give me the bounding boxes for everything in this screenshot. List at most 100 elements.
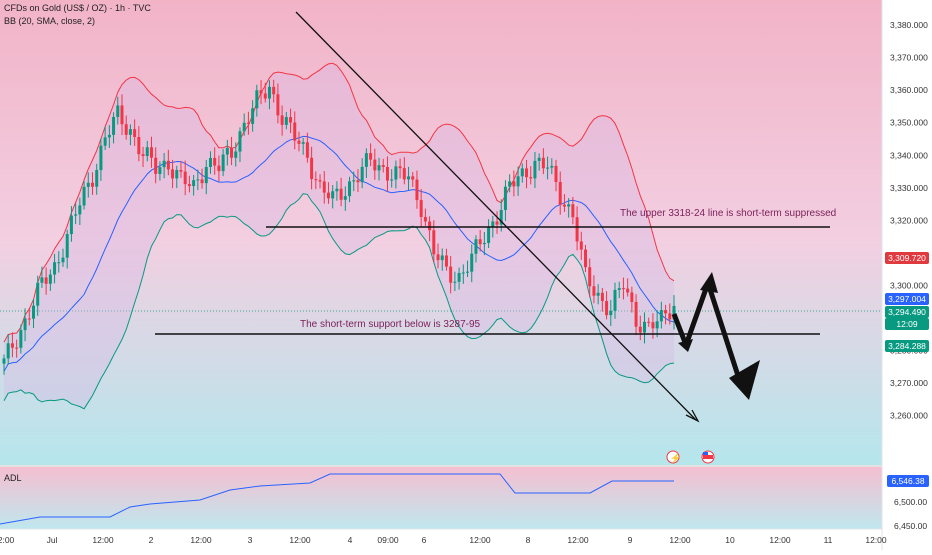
candle: [419, 189, 423, 228]
candle: [466, 260, 470, 278]
flash-glyph: ⚡: [670, 452, 681, 464]
candle: [27, 307, 31, 326]
candle: [348, 176, 352, 203]
candle: [407, 166, 411, 191]
event-icons: ⚡: [666, 450, 715, 464]
candle: [238, 127, 242, 163]
time-axis-label: 9: [628, 535, 633, 545]
candle: [541, 148, 545, 175]
price-tick-label: 3,360.000: [890, 85, 928, 95]
candle: [605, 291, 609, 320]
candle: [305, 132, 309, 163]
candle: [166, 149, 170, 176]
forecast-arrowhead-down: [729, 360, 760, 400]
candle: [107, 125, 111, 148]
candle: [343, 186, 347, 211]
candle: [394, 160, 398, 189]
candle: [428, 216, 432, 242]
candle: [339, 177, 343, 207]
time-axis-label: 4: [348, 535, 353, 545]
candle: [487, 219, 491, 249]
price-tag: 3,284.288: [888, 341, 926, 351]
candle: [668, 303, 672, 325]
time-axis-label: 12:00: [669, 535, 691, 545]
adl-pane-background: [0, 467, 882, 529]
candle: [643, 312, 647, 344]
candle: [495, 211, 499, 234]
candle: [267, 80, 271, 110]
adl-value-tag-bg: [887, 475, 929, 487]
candle: [171, 159, 175, 189]
candle: [124, 115, 128, 140]
candle: [137, 126, 141, 162]
candle: [242, 113, 246, 136]
candle: [630, 286, 634, 313]
price-axis-background: [882, 0, 932, 550]
candle: [546, 156, 550, 180]
candle: [53, 253, 57, 284]
candle: [120, 94, 124, 136]
candle: [457, 267, 461, 290]
time-axis-label: 12:00: [469, 535, 491, 545]
candle: [196, 169, 200, 191]
candle: [664, 304, 668, 325]
bb-lower-line: [3, 193, 675, 410]
candle: [65, 229, 69, 269]
candle: [617, 281, 621, 299]
candle: [15, 339, 19, 358]
candle: [310, 146, 314, 190]
candle: [373, 148, 377, 180]
bollinger-band-fill: [4, 63, 674, 409]
candle: [322, 171, 326, 204]
candle: [579, 231, 583, 260]
downtrend-line[interactable]: [295, 11, 697, 421]
candle: [263, 82, 267, 103]
candle: [246, 111, 250, 135]
candle: [2, 354, 6, 375]
candle: [453, 271, 457, 292]
candle: [289, 108, 293, 134]
price-tick-label: 3,340.000: [890, 150, 928, 160]
time-axis-label: 12:00: [92, 535, 114, 545]
time-axis-labels: 2:00 Jul 12:00 2 12:00 3 12:00 4 09:00 6 12:00 8 12:…: [0, 535, 887, 545]
price-tick-label: 3,270.000: [890, 378, 928, 388]
candle: [508, 174, 512, 193]
candle: [482, 231, 486, 256]
candle: [128, 124, 132, 146]
candle: [141, 146, 145, 168]
candle: [461, 264, 465, 284]
us-flag-stripes: [703, 455, 713, 459]
candle: [99, 138, 103, 181]
candle: [48, 269, 52, 291]
candle: [470, 244, 474, 283]
indicator-legend[interactable]: BB (20, SMA, close, 2): [4, 16, 96, 26]
downtrend-arrowhead: [685, 409, 700, 423]
candle: [647, 317, 651, 327]
candle: [634, 294, 638, 336]
flash-event-icon[interactable]: [666, 450, 680, 464]
time-axis-label: 12:00: [190, 535, 212, 545]
candle: [192, 174, 196, 196]
time-axis-label: 6: [422, 535, 427, 545]
candle: [584, 244, 588, 273]
bb-basis-line: [3, 135, 675, 372]
candle: [364, 148, 368, 178]
candle: [592, 275, 596, 304]
candle: [398, 158, 402, 179]
candle: [225, 139, 229, 166]
candle: [179, 161, 183, 178]
candle: [158, 161, 162, 181]
candle: [78, 197, 82, 225]
candle: [326, 182, 330, 204]
price-tick-label: 3,320.000: [890, 215, 928, 225]
symbol-title[interactable]: CFDs on Gold (US$ / OZ) · 1h · TVC: [4, 3, 151, 13]
candle: [19, 324, 23, 354]
candle: [284, 111, 288, 130]
price-tick-label: 3,350.000: [890, 118, 928, 128]
candle: [293, 111, 297, 150]
time-axis-label: 09:00: [377, 535, 399, 545]
candle: [520, 163, 524, 183]
price-tick-label: 3,370.000: [890, 53, 928, 63]
